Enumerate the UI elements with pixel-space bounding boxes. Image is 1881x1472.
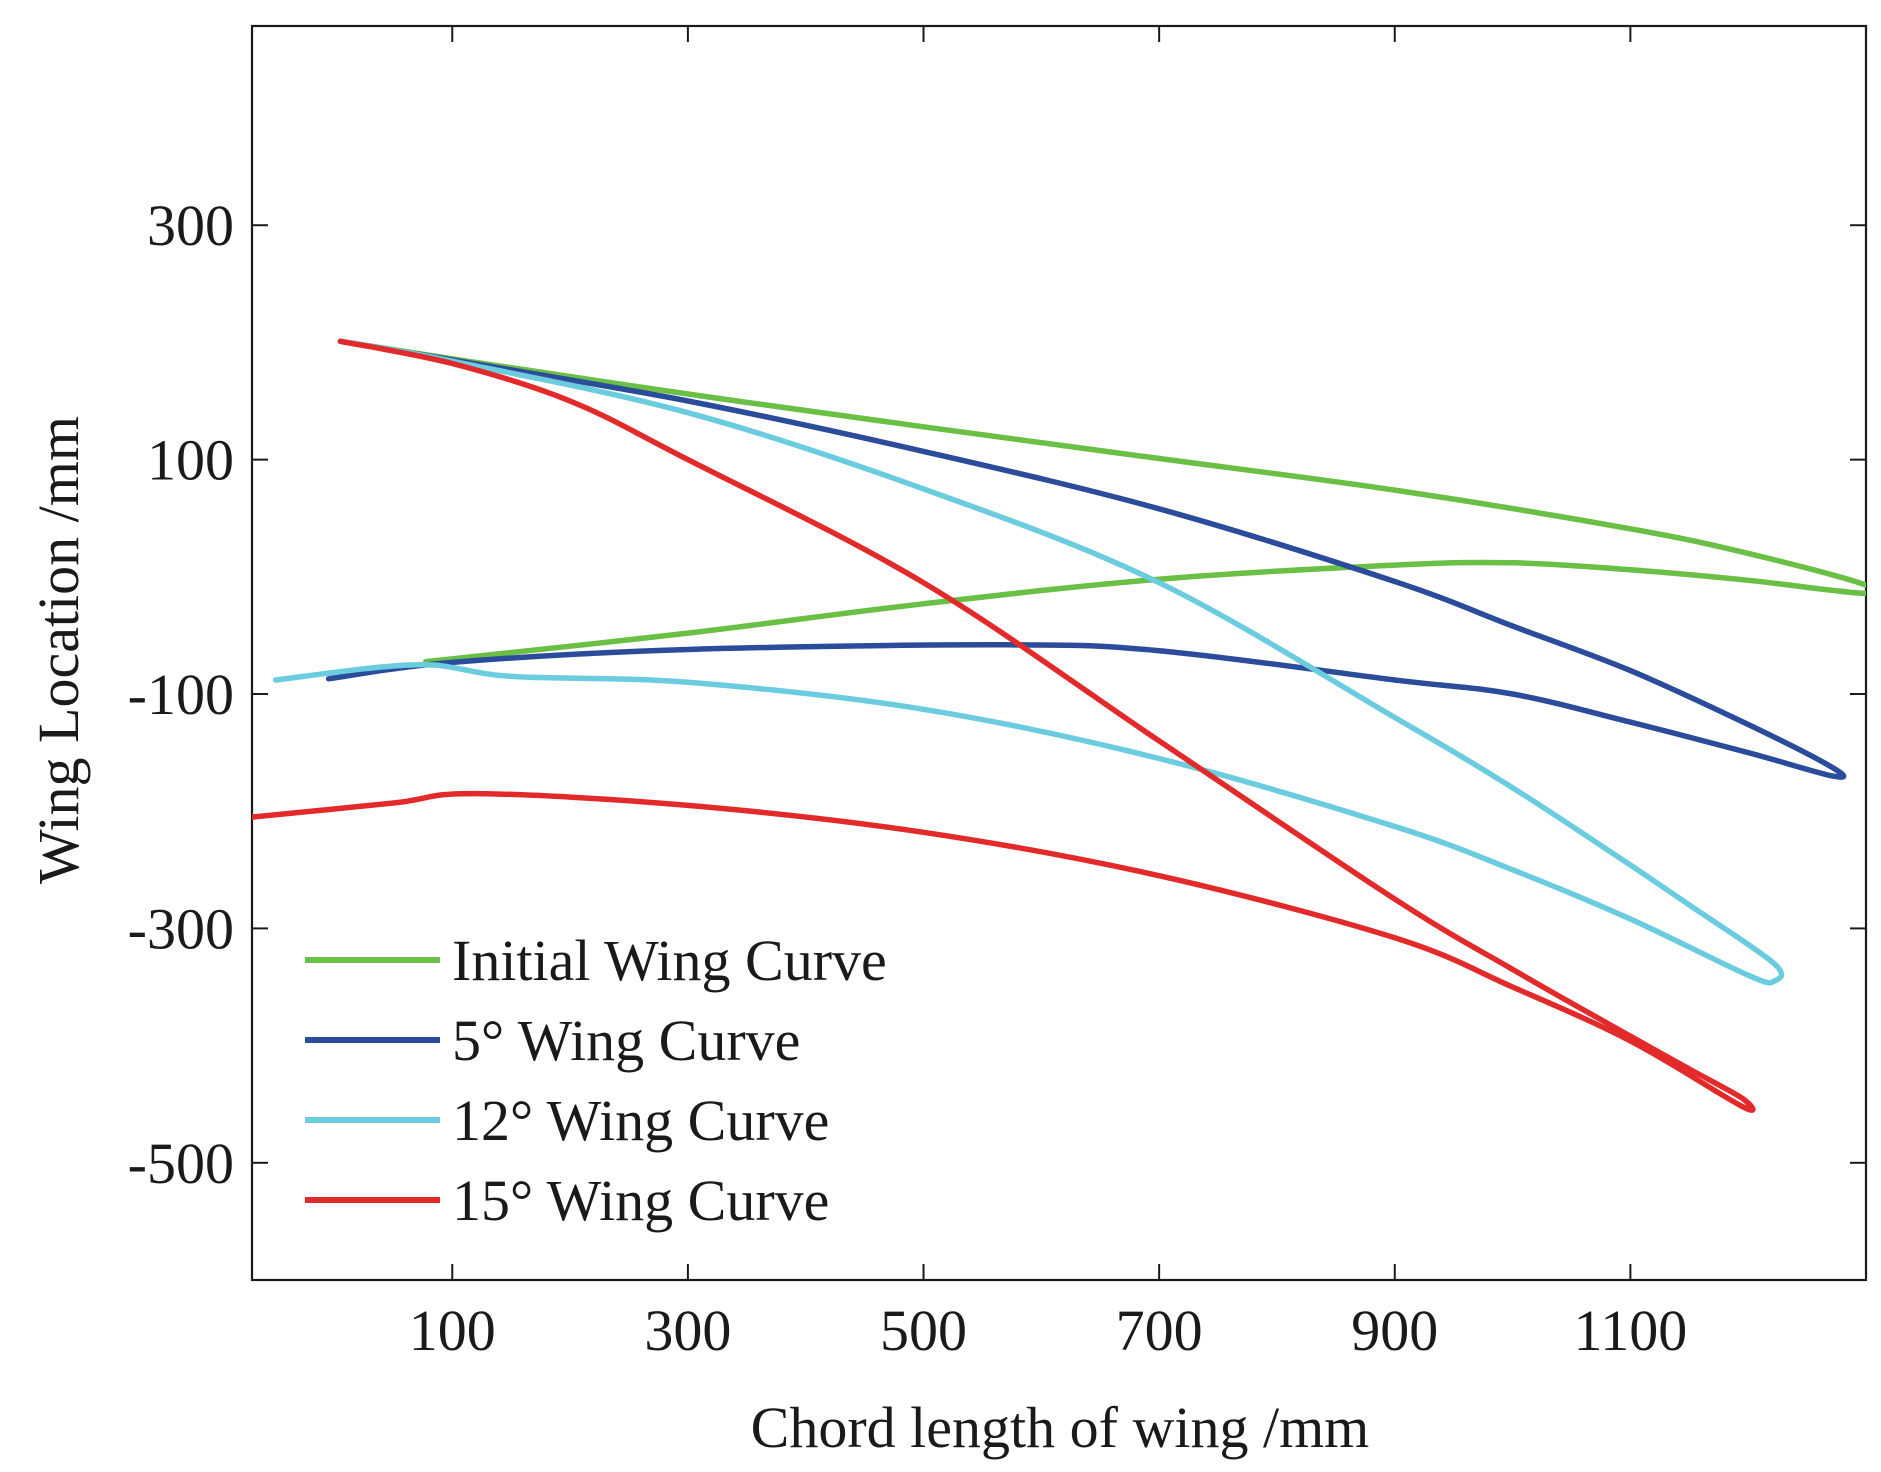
series-line-12deg-wing-curve (272, 338, 1785, 986)
y-tick-label: 300 (147, 193, 234, 258)
x-tick-label: 900 (1351, 1298, 1438, 1363)
x-tick-label: 700 (1116, 1298, 1203, 1363)
legend-label-15deg-wing-curve: 15° Wing Curve (452, 1168, 829, 1233)
plot-area (250, 24, 1868, 1282)
y-tick-label: -500 (128, 1131, 234, 1196)
series-line-5deg-wing-curve (325, 338, 1847, 780)
ticks-layer: 100 300 500 700 900 1100 300 100 -100 -300 -500 (128, 26, 1866, 1363)
series-line-15deg-wing-curve (252, 338, 1756, 1113)
series-layer (252, 338, 1866, 1113)
series-line-initial-wing-curve (337, 338, 1866, 665)
x-tick-label: 500 (880, 1298, 967, 1363)
x-tick-label: 300 (644, 1298, 731, 1363)
x-tick-label: 100 (409, 1298, 496, 1363)
x-axis-title: Chord length of wing /mm (751, 1395, 1370, 1460)
plot-frame (250, 24, 1868, 1282)
x-tick-label: 1100 (1573, 1298, 1687, 1363)
y-tick-label: 100 (147, 428, 234, 493)
legend: Initial Wing Curve 5° Wing Curve 12° Wing … (305, 928, 887, 1233)
y-axis-title: Wing Location /mm (26, 416, 91, 884)
legend-label-initial-wing-curve: Initial Wing Curve (452, 928, 887, 993)
y-tick-label: -300 (128, 896, 234, 961)
legend-label-12deg-wing-curve: 12° Wing Curve (452, 1088, 829, 1153)
legend-label-5deg-wing-curve: 5° Wing Curve (452, 1008, 800, 1073)
y-tick-label: -100 (128, 662, 234, 727)
